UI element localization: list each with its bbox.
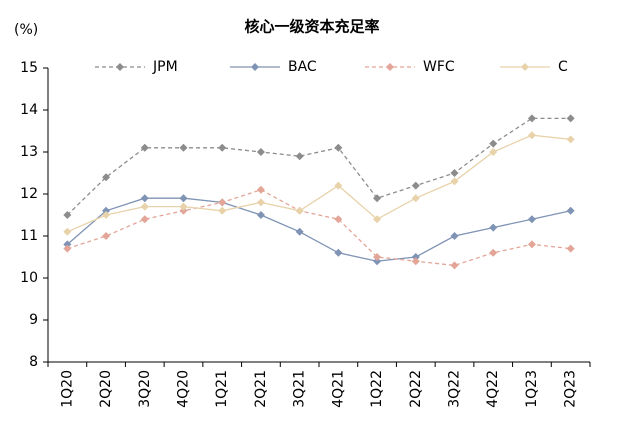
y-tick-label: 10 — [20, 270, 38, 286]
marker — [295, 206, 304, 215]
marker — [527, 240, 536, 249]
marker — [218, 198, 227, 207]
series-line — [67, 134, 571, 233]
marker — [373, 215, 382, 224]
marker — [179, 202, 188, 211]
series-line — [67, 189, 571, 267]
x-tick-label: 1Q22 — [369, 370, 385, 408]
y-tick-label: 8 — [29, 354, 38, 370]
series-line — [66, 197, 571, 262]
marker — [63, 244, 72, 253]
marker — [411, 253, 420, 261]
legend-label: C — [558, 59, 568, 75]
marker — [527, 131, 536, 140]
marker — [411, 257, 420, 266]
legend-label: BAC — [288, 59, 317, 75]
y-tick-label: 11 — [20, 228, 38, 244]
x-tick-label: 4Q21 — [330, 370, 346, 408]
marker — [450, 261, 459, 270]
x-tick-label: 2Q20 — [98, 370, 114, 408]
marker — [334, 215, 343, 224]
marker — [256, 211, 265, 219]
legend-marker — [116, 63, 124, 71]
x-tick-label: 2Q21 — [253, 370, 269, 408]
y-tick-label: 12 — [20, 186, 38, 202]
marker — [450, 169, 459, 177]
series-line — [66, 117, 571, 216]
marker — [566, 114, 575, 123]
marker — [63, 227, 72, 236]
marker — [102, 206, 111, 215]
x-tick-label: 4Q22 — [485, 370, 501, 408]
marker — [527, 215, 536, 224]
marker — [179, 206, 188, 215]
x-tick-label: 4Q20 — [176, 370, 192, 408]
x-tick-label: 3Q20 — [137, 370, 153, 408]
marker — [411, 181, 420, 190]
marker — [450, 232, 459, 240]
marker — [527, 114, 536, 123]
marker — [373, 257, 382, 266]
marker — [334, 248, 343, 257]
marker — [489, 148, 498, 156]
marker — [411, 194, 420, 203]
legend-marker — [521, 63, 529, 71]
marker — [102, 173, 111, 182]
marker — [179, 143, 188, 152]
chart-title: 核心一级资本充足率 — [244, 18, 379, 36]
marker — [566, 244, 575, 253]
marker — [102, 211, 111, 219]
x-tick-label: 2Q22 — [408, 370, 424, 408]
marker — [334, 181, 343, 190]
y-tick-label: 15 — [20, 60, 38, 76]
marker — [102, 232, 111, 240]
marker — [256, 148, 265, 156]
x-tick-label: 1Q20 — [59, 370, 75, 408]
marker — [218, 206, 227, 215]
marker — [295, 227, 304, 236]
y-tick-label: 9 — [29, 312, 38, 328]
marker — [295, 152, 304, 161]
y-tick-label: 13 — [20, 144, 38, 160]
marker — [566, 135, 575, 144]
marker — [566, 206, 575, 215]
x-tick-label: 1Q23 — [524, 370, 540, 408]
marker — [140, 194, 149, 203]
marker — [334, 143, 343, 152]
marker — [63, 211, 72, 219]
marker — [140, 202, 149, 211]
marker — [373, 253, 382, 261]
legend-label: WFC — [423, 59, 455, 75]
x-tick-label: 2Q23 — [563, 370, 579, 408]
marker — [489, 248, 498, 257]
marker — [140, 143, 149, 152]
marker — [489, 223, 498, 232]
marker — [373, 194, 382, 203]
marker — [450, 177, 459, 186]
y-axis-label: (%) — [14, 22, 38, 38]
marker — [63, 240, 72, 249]
x-tick-label: 1Q21 — [214, 370, 230, 408]
legend-label: JPM — [152, 59, 178, 75]
marker — [140, 215, 149, 224]
marker — [256, 198, 265, 207]
marker — [256, 185, 265, 194]
legend-marker — [251, 63, 259, 71]
x-tick-label: 3Q22 — [447, 370, 463, 408]
x-tick-label: 3Q21 — [292, 370, 308, 408]
marker — [218, 143, 227, 152]
marker — [489, 139, 498, 148]
legend-marker — [386, 63, 394, 71]
y-tick-label: 14 — [20, 102, 38, 118]
marker — [179, 194, 188, 203]
